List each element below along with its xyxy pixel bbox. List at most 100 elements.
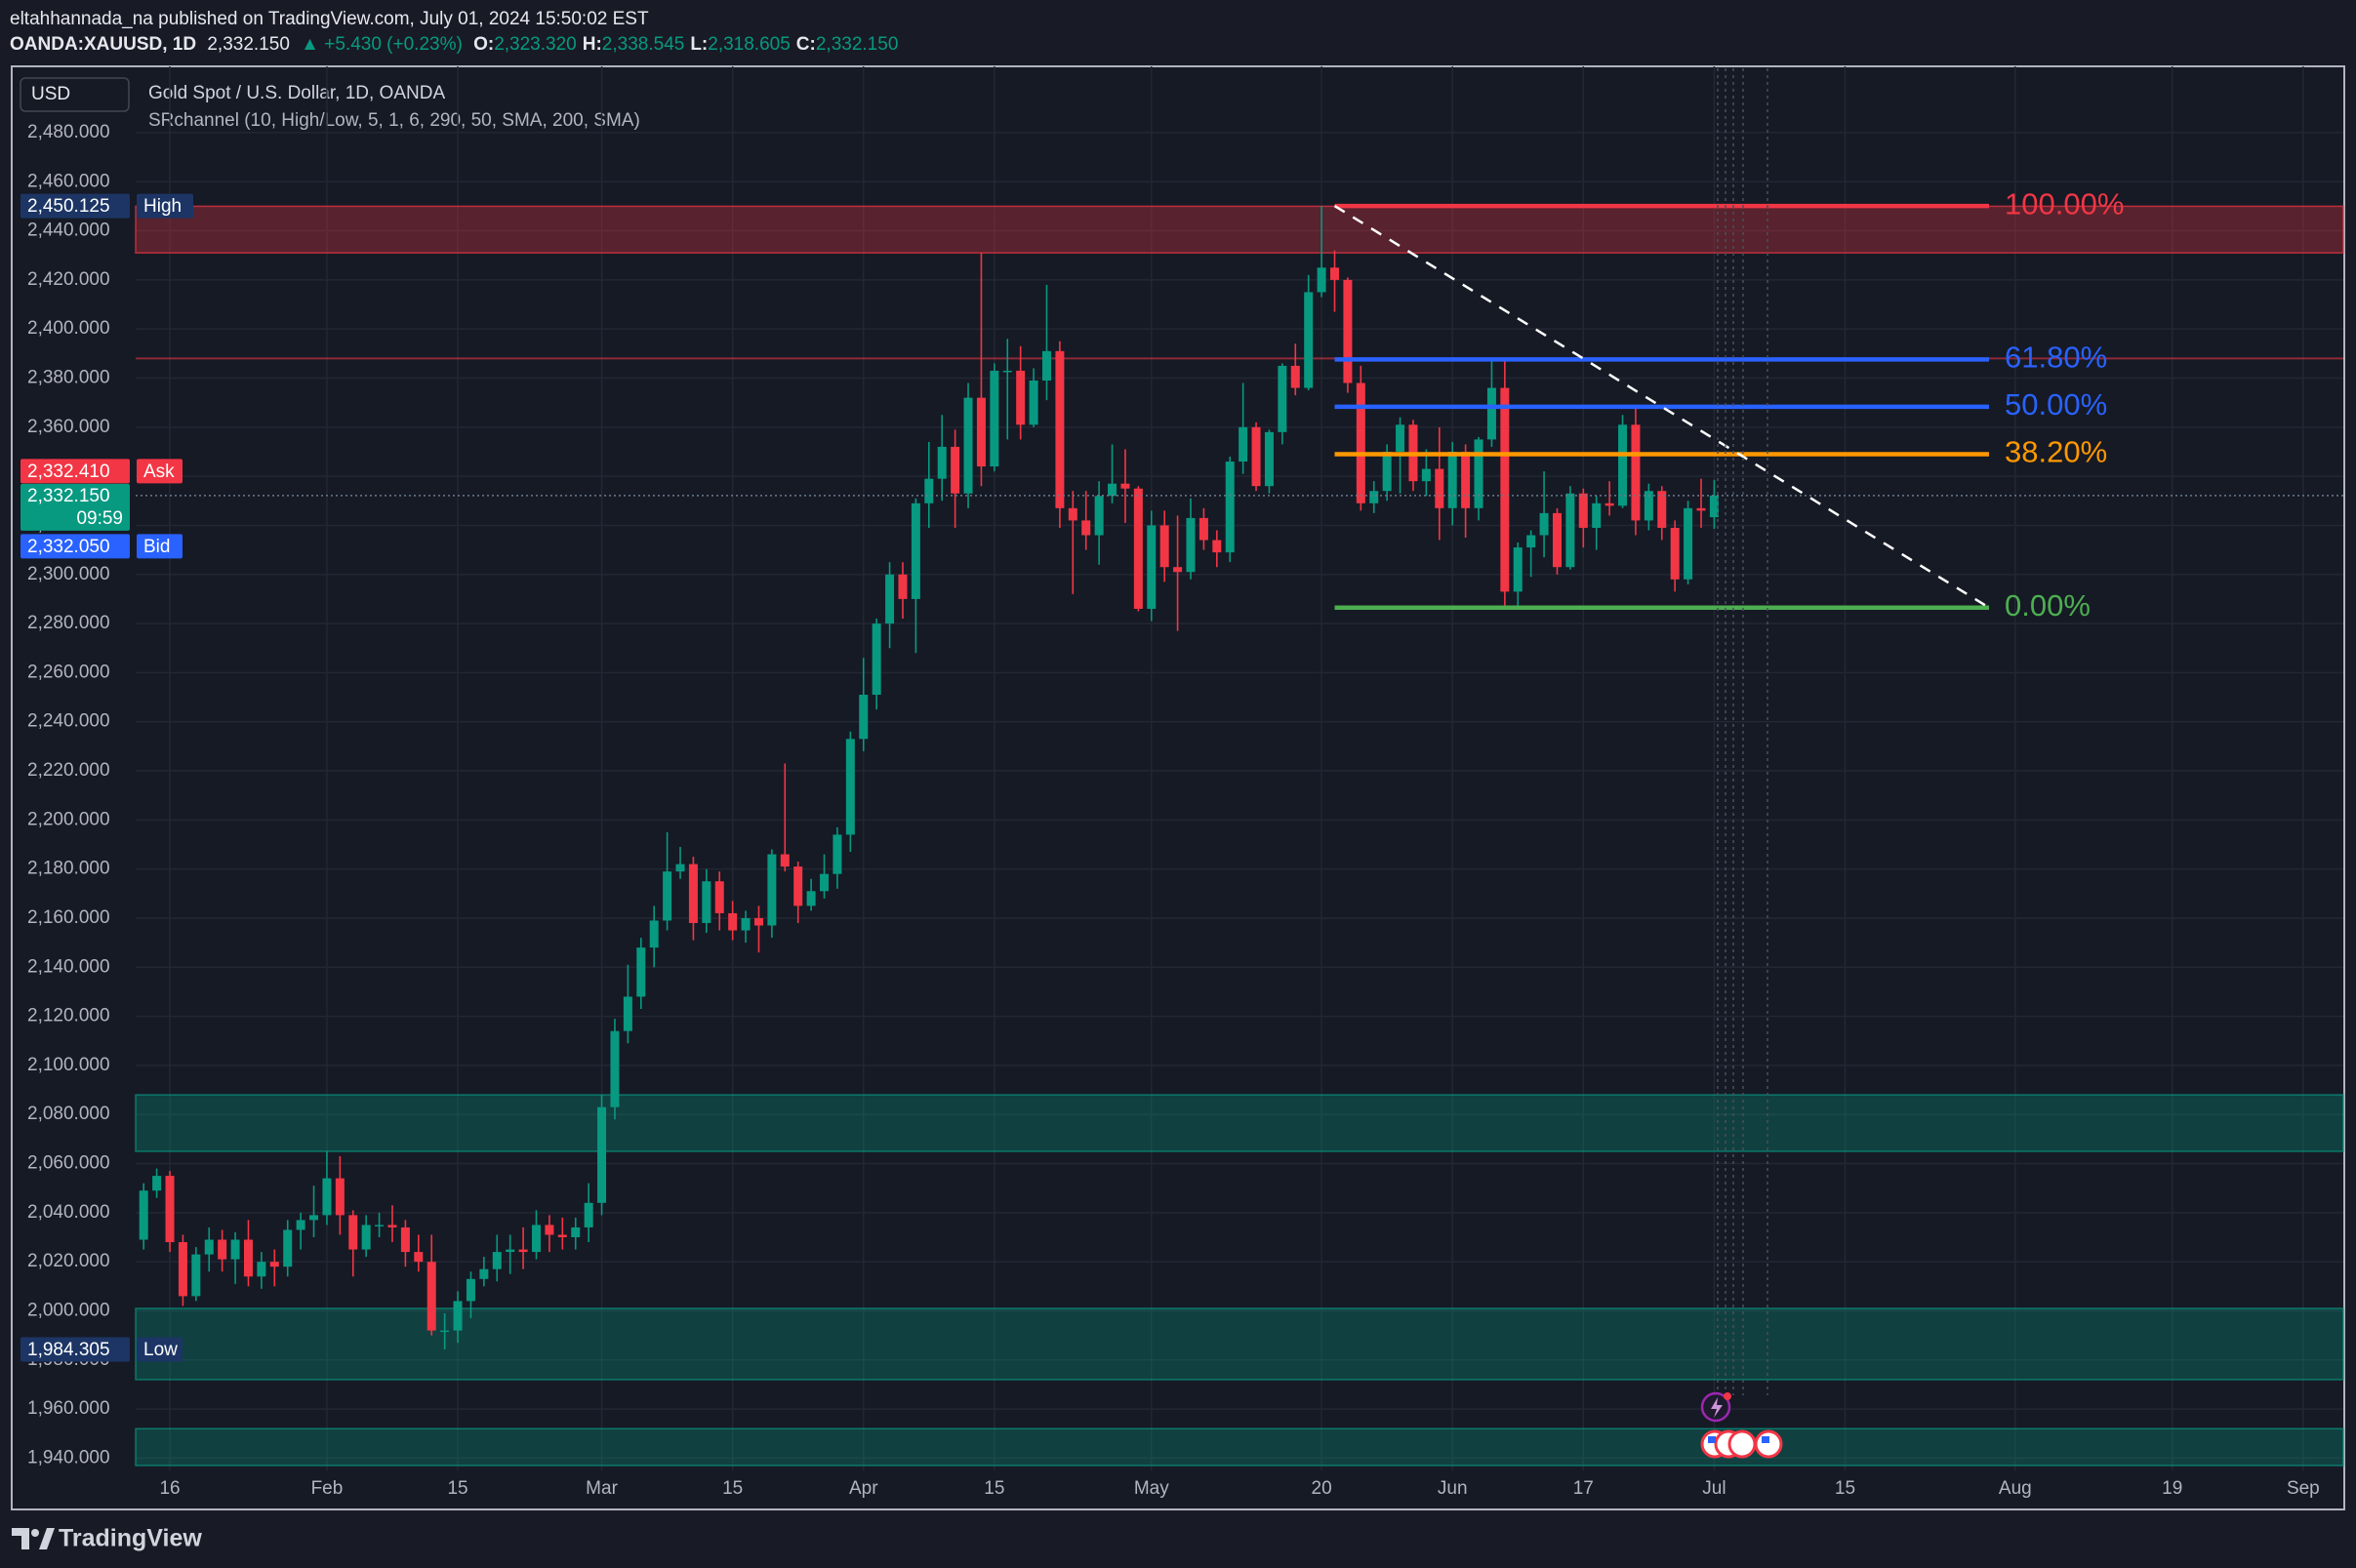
candle-body [322,1178,332,1216]
candle-body [845,739,855,835]
candle-body [833,834,842,874]
candle-body [1278,365,1287,432]
candle-body [165,1176,175,1243]
candle-body [309,1215,319,1221]
flag-icon[interactable] [1727,1429,1757,1459]
ohlc-value: 2,318.605 [708,34,791,55]
y-tick-label: 2,200.000 [27,809,110,829]
candle-body [1592,503,1602,528]
candle-body [1461,451,1471,508]
candle-body [885,574,895,624]
candle-body [820,873,830,892]
candle-body [1486,387,1496,440]
x-tick-label: 15 [984,1478,1004,1499]
last-price-value: 2,332.150 [27,486,110,506]
candle-body [714,881,724,913]
x-tick-label: 20 [1312,1478,1332,1499]
candle-body [243,1239,253,1277]
indicator-legend: SRchannel (10, High/Low, 5, 1, 6, 290, 5… [148,110,640,131]
fib-label: 0.00% [2005,588,2091,623]
candle-body [204,1239,214,1255]
currency-button[interactable] [20,77,130,112]
candle-body [257,1262,266,1277]
candle-body [296,1220,305,1230]
y-tick-label: 2,300.000 [27,564,110,584]
candle-body [218,1239,227,1260]
y-tick-label: 2,080.000 [27,1104,110,1124]
y-tick-label: 2,480.000 [27,122,110,142]
ohlc-value: 2,323.320 [494,34,577,55]
candle-body [584,1202,593,1227]
x-tick-label: Jul [1702,1478,1726,1499]
candle-body [663,871,672,921]
candle-body [1421,468,1431,482]
price-label-value: 1,984.305 [27,1340,110,1360]
candle-body [1186,517,1196,573]
x-tick-label: Jun [1438,1478,1468,1499]
us-flags[interactable] [1700,1429,1783,1459]
sr-zone [135,205,2344,254]
y-tick-label: 2,400.000 [27,318,110,339]
candle-body [1068,507,1077,521]
candle-body [1225,462,1235,553]
candle-body [375,1225,385,1226]
candle-body [1120,483,1130,489]
candle-body [1159,525,1169,568]
price-label-tag [137,534,183,559]
candle-body [1526,535,1536,548]
price-label-box [20,534,130,559]
x-tick-label: Sep [2287,1478,2320,1499]
logo-mark [39,1528,55,1549]
candle-body [400,1226,410,1253]
candle-body [1657,491,1667,528]
candle-body [1578,493,1588,528]
price-label-tag-text: Bid [143,537,170,557]
price-label-value: 2,450.125 [27,196,110,217]
candle-body [1539,512,1549,536]
event-markers [1700,68,1783,1459]
x-tick-label: Mar [586,1478,618,1499]
price-label-tag [137,1337,183,1362]
x-tick-label: Feb [311,1478,344,1499]
candle-body [1382,451,1392,492]
brand-logo [12,1528,55,1549]
candle-body [1513,547,1523,592]
candle-body [806,891,816,906]
currency[interactable]: USD [31,84,70,104]
candle-body [1343,279,1353,383]
candle-body [1239,426,1248,462]
candle-body [976,397,986,467]
candle-body [859,695,869,740]
candle-body [479,1268,489,1279]
candle-body [139,1190,148,1240]
flag-canton [1708,1436,1716,1443]
y-tick-label: 2,140.000 [27,956,110,977]
x-tick-label: Apr [849,1478,878,1499]
last-price: 2,332.150 [207,34,290,55]
candle-body [427,1262,436,1331]
candle-body [1552,512,1562,568]
price-label-tag-text: Ask [143,462,175,482]
y-tick-label: 2,180.000 [27,859,110,879]
flag-icon[interactable] [1754,1429,1783,1459]
candle-body [1002,370,1012,373]
candle-body [1330,267,1340,280]
y-tick-label: 2,420.000 [27,269,110,290]
y-tick-label: 2,240.000 [27,711,110,732]
price-label-tag [137,459,183,484]
candle-body [269,1262,279,1267]
candle-body [675,864,685,872]
candle-body [1565,493,1575,568]
candle-body [466,1278,475,1302]
candle-body [1133,488,1143,609]
candle-body [1474,439,1483,508]
y-tick-label: 2,040.000 [27,1202,110,1223]
candle-body [1304,292,1314,388]
candle-body [688,864,698,923]
candle-body [1173,567,1183,573]
candle-body [1618,424,1628,506]
candle-body [348,1215,358,1250]
fib-label: 61.80% [2005,341,2107,375]
candle-body [178,1242,187,1297]
